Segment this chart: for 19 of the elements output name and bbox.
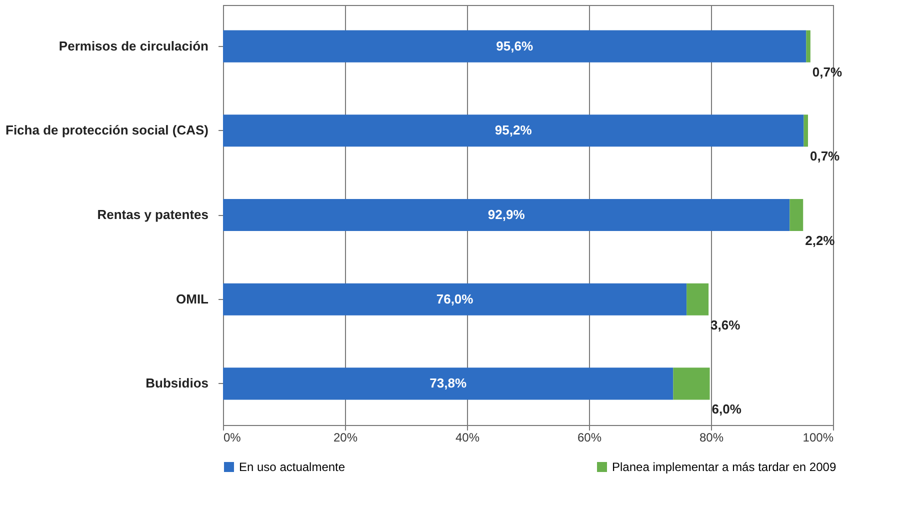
y-tick-label: Ficha de protección social (CAS) (6, 122, 208, 138)
data-label: 76,0% (436, 291, 474, 306)
legend-label: Planea implementar a más tardar en 2009 (612, 460, 836, 474)
y-tick-label: Permisos de circulación (58, 38, 209, 54)
x-tick-label: 20% (333, 430, 358, 444)
data-label: 6,0% (712, 402, 742, 417)
y-tick-label: OMIL (176, 291, 209, 306)
data-label: 95,2% (494, 122, 532, 138)
y-tick-label: Bubsidios (146, 376, 208, 391)
data-label: 95,6% (496, 38, 534, 54)
legend-label: En uso actualmente (239, 460, 346, 474)
x-tick-label: 60% (577, 430, 602, 444)
data-label: 92,9% (488, 207, 526, 222)
x-tick-label: 40% (455, 430, 480, 444)
data-label: 73,8% (430, 376, 467, 391)
y-tick-label: Rentas y patentes (97, 207, 208, 222)
x-tick-label: 100% (802, 430, 834, 444)
x-tick-label: 80% (699, 430, 724, 444)
x-tick-label: 0% (224, 430, 242, 444)
